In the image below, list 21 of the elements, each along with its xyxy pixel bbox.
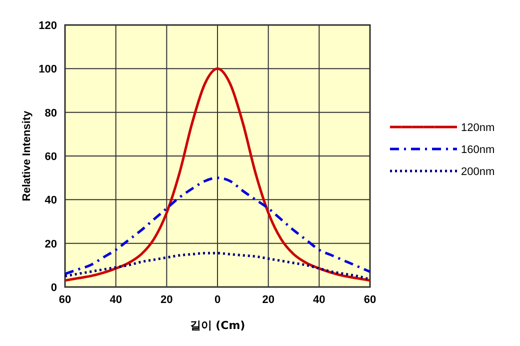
x-tick-label: 40 — [110, 294, 122, 306]
y-tick-label: 80 — [44, 107, 57, 120]
y-tick-label: 40 — [44, 194, 57, 207]
x-tick-label: 20 — [262, 294, 274, 306]
legend-label: 200nm — [461, 166, 495, 178]
x-tick-label: 40 — [313, 294, 326, 306]
y-tick-label: 100 — [38, 64, 57, 76]
x-tick-label: 60 — [364, 294, 376, 306]
line-series — [64, 176, 372, 276]
y-tick-label: 0 — [50, 282, 57, 294]
line-series — [64, 67, 372, 282]
legend-label: 120nm — [461, 122, 495, 134]
y-tick-label: 20 — [44, 238, 57, 250]
legend-label: 160nm — [461, 144, 495, 156]
y-axis-title: Relative Intensity — [21, 110, 33, 202]
x-tick-label: 60 — [58, 294, 72, 306]
x-tick-label: 20 — [160, 294, 173, 306]
x-tick-label: 0 — [214, 294, 221, 306]
y-tick-label: 60 — [44, 151, 57, 163]
y-tick-label: 120 — [38, 20, 57, 32]
x-axis-title: 길이 (Cm) — [190, 319, 246, 332]
